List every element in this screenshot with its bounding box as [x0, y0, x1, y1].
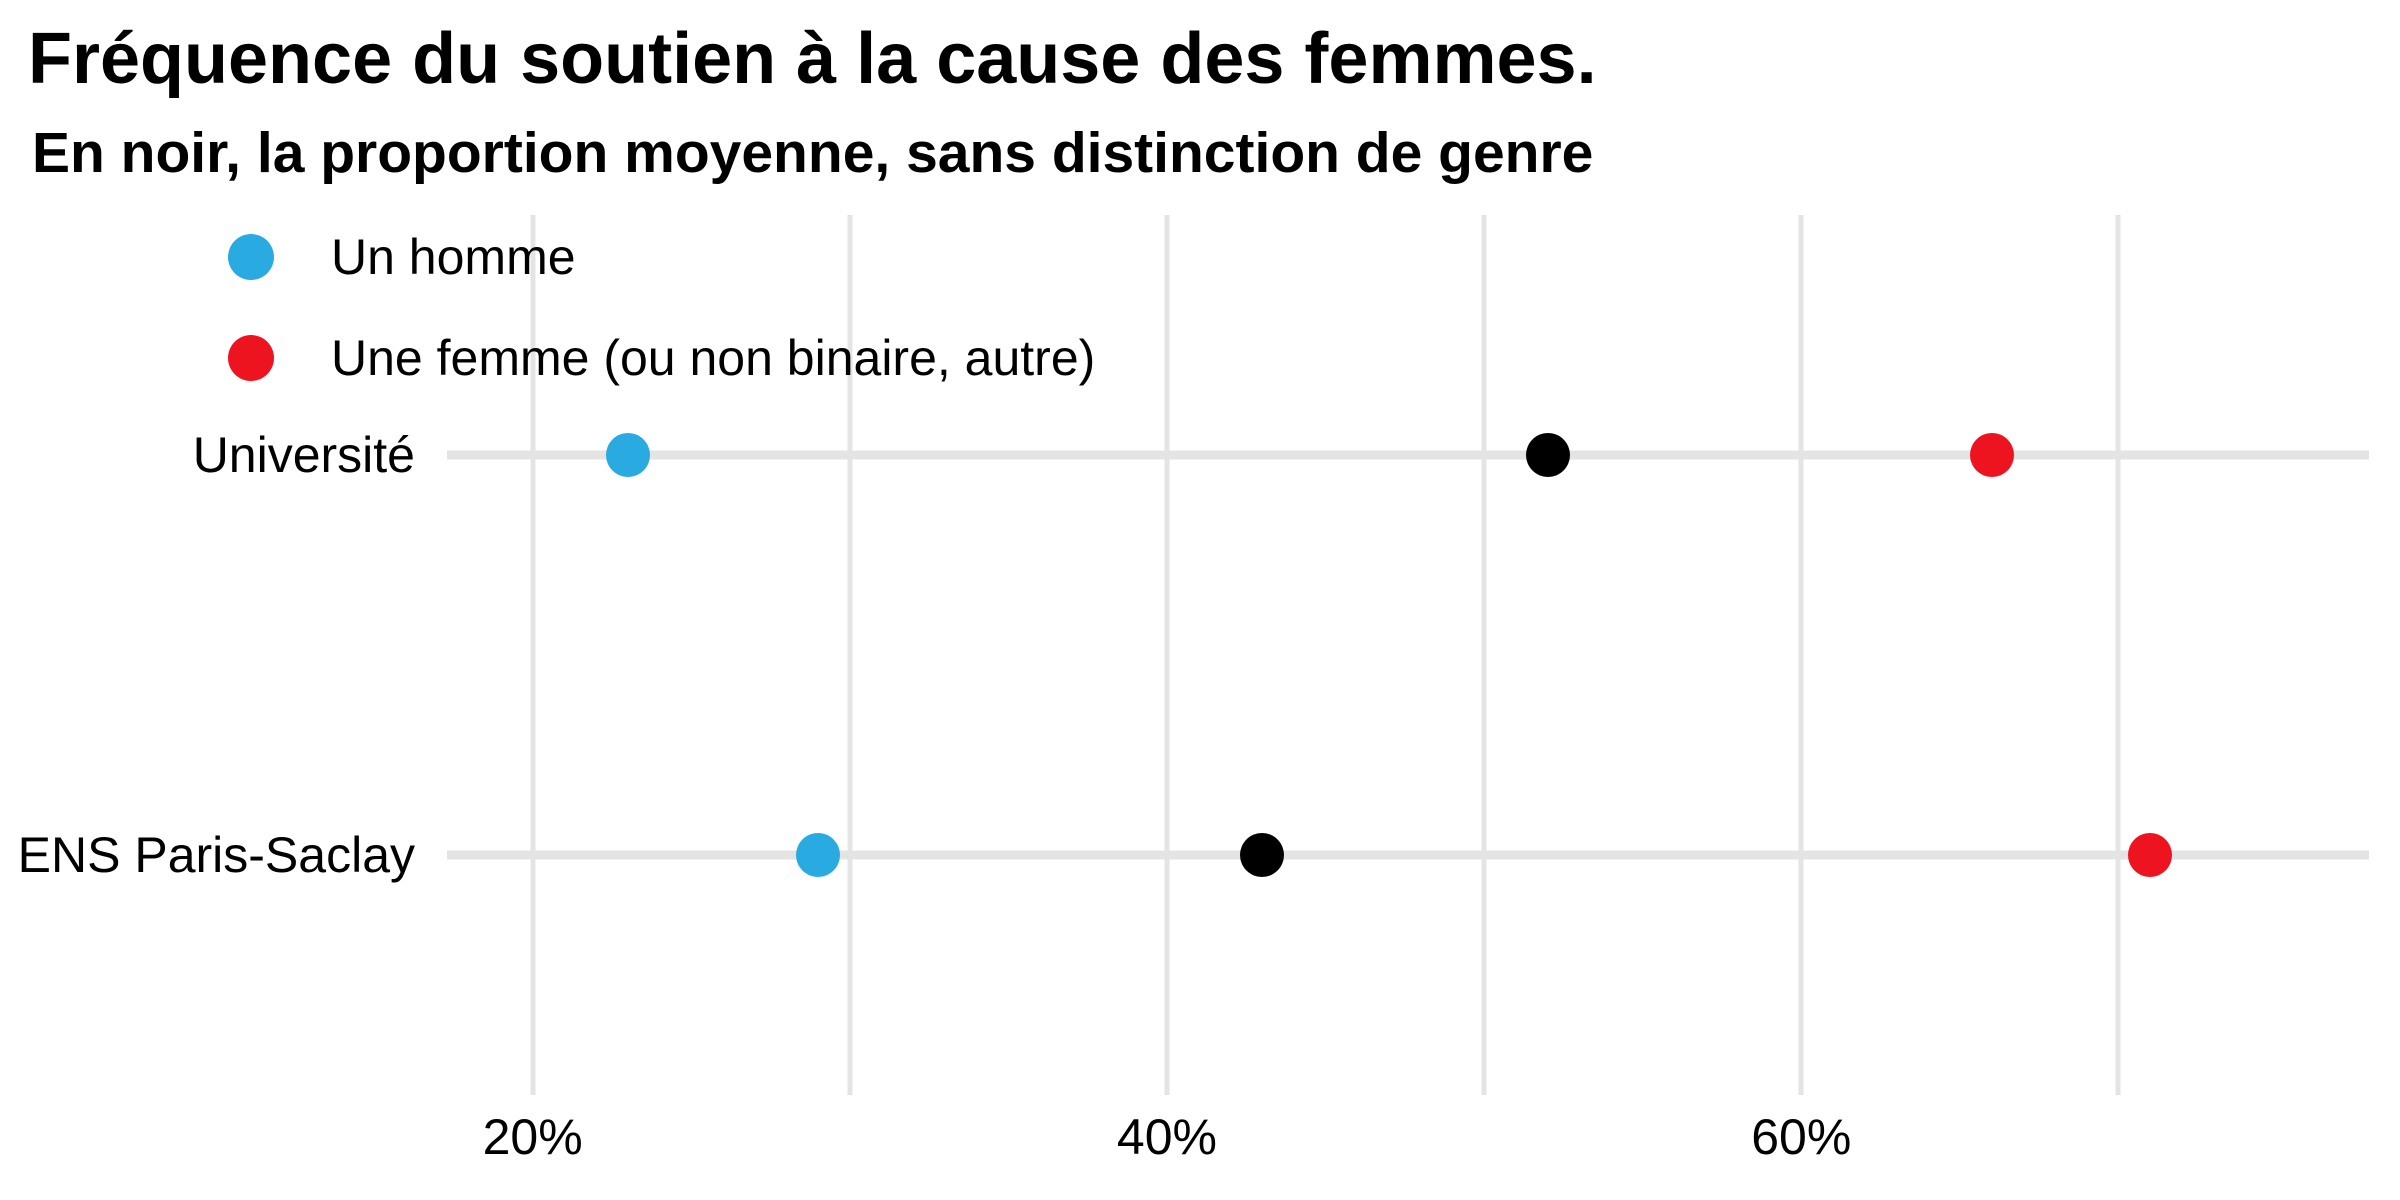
x-gridline-30: [847, 215, 853, 1095]
y-gridline: [447, 850, 2369, 860]
data-point: [605, 433, 650, 478]
x-axis-tick-label: 20%: [482, 1109, 583, 1165]
legend: Un homme Une femme (ou non binaire, autre…: [228, 232, 1095, 383]
legend-label: Un homme: [331, 229, 576, 285]
x-gridline-20: [530, 215, 536, 1095]
x-gridline-50: [1481, 215, 1487, 1095]
data-point: [796, 832, 841, 877]
legend-item: Une femme (ou non binaire, autre): [228, 333, 1095, 383]
x-gridline-60: [1798, 215, 1804, 1095]
y-axis-label: Université: [192, 427, 415, 484]
x-gridline-70: [2115, 215, 2121, 1095]
legend-dot-icon: [228, 234, 274, 280]
y-gridline: [447, 450, 2369, 460]
legend-item: Un homme: [228, 232, 1095, 282]
data-point: [1969, 433, 2014, 478]
legend-label: Une femme (ou non binaire, autre): [331, 330, 1096, 386]
x-gridline-40: [1164, 215, 1170, 1095]
x-axis-tick-label: 40%: [1116, 1109, 1217, 1165]
chart-title: Fréquence du soutien à la cause des femm…: [28, 19, 1597, 99]
x-axis-tick-label: 60%: [1751, 1109, 1852, 1165]
y-axis-label: ENS Paris-Saclay: [17, 826, 415, 883]
data-point: [2128, 832, 2173, 877]
chart-subtitle: En noir, la proportion moyenne, sans dis…: [32, 121, 1594, 185]
data-point: [1240, 832, 1285, 877]
plot-panel: [447, 215, 2369, 1095]
legend-dot-icon: [228, 335, 274, 381]
data-point: [1525, 433, 1570, 478]
